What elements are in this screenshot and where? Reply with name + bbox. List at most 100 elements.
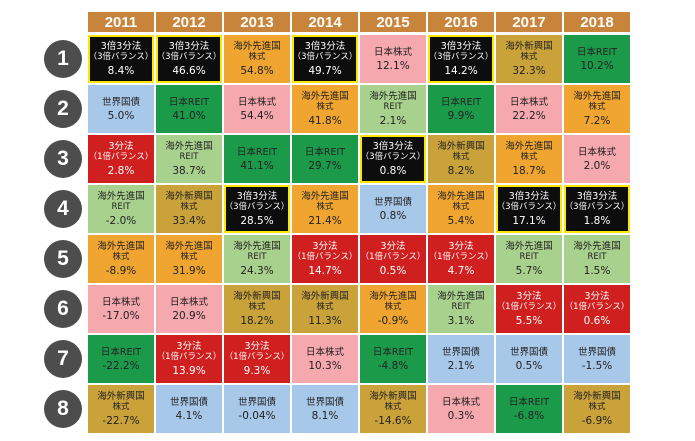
asset-name: 海外先進国	[97, 241, 145, 252]
asset-name: 3分法	[380, 241, 406, 252]
asset-name: 日本REIT	[100, 346, 142, 358]
asset-name: 3分法	[244, 341, 270, 352]
asset-name: 3倍3分法	[576, 191, 618, 202]
return-value: 2.8%	[107, 165, 135, 177]
table-cell: 海外先進国 株式 -8.9%	[88, 235, 154, 283]
return-value: -2.0%	[105, 215, 137, 227]
table-cell: 海外新興国 株式 -14.6%	[360, 385, 426, 433]
asset-name: （3倍バランス）	[496, 202, 562, 212]
table-cell: 日本株式 10.3%	[292, 335, 358, 383]
asset-name: 株式	[248, 302, 266, 312]
return-value: 5.5%	[515, 315, 543, 327]
rank-badge-3: 3	[44, 140, 82, 178]
asset-name: 海外新興国	[505, 41, 553, 52]
return-value: -8.9%	[105, 265, 137, 277]
year-header-2016: 2016	[428, 12, 494, 32]
asset-name: 海外先進国	[301, 191, 349, 202]
table-cell: 日本REIT -4.8%	[360, 335, 426, 383]
asset-name: （1倍バランス）	[496, 302, 562, 312]
asset-name: （1倍バランス）	[156, 352, 222, 362]
asset-name: 3分法	[584, 291, 610, 302]
return-value: 17.1%	[512, 215, 546, 227]
table-cell: 世界国債 4.1%	[156, 385, 222, 433]
table-cell: 海外新興国 株式 -6.9%	[564, 385, 630, 433]
return-value: -22.2%	[102, 359, 140, 372]
table-cell: 世界国債 0.8%	[360, 185, 426, 233]
table-cell: 海外先進国 株式 31.9%	[156, 235, 222, 283]
return-value: 14.2%	[444, 65, 478, 77]
asset-name: 海外先進国	[573, 91, 621, 102]
table-cell: 3倍3分法 （3倍バランス） 17.1%	[496, 185, 562, 233]
table-cell: 日本株式 22.2%	[496, 85, 562, 133]
asset-name: 海外先進国	[505, 141, 553, 152]
asset-name: （1倍バランス）	[564, 302, 630, 312]
asset-name: 3倍3分法	[372, 141, 414, 152]
rank-badge-1: 1	[44, 40, 82, 78]
table-cell: 海外新興国 株式 8.2%	[428, 135, 494, 183]
asset-name: REIT	[383, 102, 403, 112]
return-value: 33.4%	[172, 215, 206, 227]
return-value: 8.4%	[107, 65, 135, 77]
return-value: 9.3%	[243, 365, 271, 377]
return-value: 4.1%	[175, 409, 203, 422]
asset-name: 株式	[316, 102, 334, 112]
table-cell: 3分法 （1倍バランス） 13.9%	[156, 335, 222, 383]
return-value: -6.8%	[513, 409, 545, 422]
table-cell: 3倍3分法 （3倍バランス） 8.4%	[88, 35, 154, 83]
return-value: 32.3%	[512, 65, 546, 77]
asset-name: 3倍3分法	[100, 41, 142, 52]
return-value: 3.1%	[447, 315, 475, 327]
table-cell: 3分法 （1倍バランス） 2.8%	[88, 135, 154, 183]
year-header-2015: 2015	[360, 12, 426, 32]
asset-name: REIT	[451, 302, 471, 312]
asset-name: 3倍3分法	[304, 41, 346, 52]
asset-name: 海外先進国	[573, 241, 621, 252]
return-value: 1.8%	[583, 215, 611, 227]
table-cell: 3分法 （1倍バランス） 14.7%	[292, 235, 358, 283]
asset-name: REIT	[111, 202, 131, 212]
asset-name: 日本株式	[237, 96, 276, 108]
return-value: -4.8%	[377, 359, 409, 372]
asset-name: 日本株式	[441, 396, 480, 408]
table-cell: 日本REIT 10.2%	[564, 35, 630, 83]
asset-name: 世界国債	[441, 346, 480, 358]
asset-name: 株式	[248, 52, 266, 62]
table-cell: 3分法 （1倍バランス） 0.6%	[564, 285, 630, 333]
asset-name: 3倍3分法	[168, 41, 210, 52]
rank-badge-5: 5	[44, 240, 82, 278]
return-value: 28.5%	[240, 215, 274, 227]
asset-name: （3倍バランス）	[224, 202, 290, 212]
return-value: -0.9%	[377, 315, 409, 327]
asset-name: 3倍3分法	[508, 191, 550, 202]
table-cell: 3倍3分法 （3倍バランス） 49.7%	[292, 35, 358, 83]
asset-name: 海外先進国	[301, 91, 349, 102]
table-cell: 日本REIT 9.9%	[428, 85, 494, 133]
return-value: 7.2%	[583, 115, 611, 127]
asset-name: 海外先進国	[233, 241, 281, 252]
table-cell: 日本株式 54.4%	[224, 85, 290, 133]
return-value: -17.0%	[102, 309, 140, 322]
asset-name: 3分法	[312, 241, 338, 252]
table-cell: 日本株式 2.0%	[564, 135, 630, 183]
asset-name: 3分法	[108, 141, 134, 152]
table-cell: 日本REIT 41.0%	[156, 85, 222, 133]
asset-name: REIT	[247, 252, 267, 262]
return-value: 0.5%	[379, 265, 407, 277]
asset-name: 日本REIT	[168, 96, 210, 108]
table-cell: 3倍3分法 （3倍バランス） 46.6%	[156, 35, 222, 83]
rank-badge-8: 8	[44, 390, 82, 428]
return-value: 29.7%	[308, 159, 342, 172]
asset-name: 海外先進国	[233, 41, 281, 52]
asset-name: （3倍バランス）	[88, 52, 154, 62]
return-value: 11.3%	[308, 315, 342, 327]
return-value: 41.1%	[240, 159, 274, 172]
asset-name: 日本株式	[169, 296, 208, 308]
return-value: 13.9%	[172, 365, 206, 377]
return-value: 0.3%	[447, 409, 475, 422]
asset-name: 世界国債	[509, 346, 548, 358]
asset-name: 日本株式	[509, 96, 548, 108]
asset-name: 株式	[112, 402, 130, 412]
asset-name: （1倍バランス）	[360, 252, 426, 262]
asset-name: 株式	[316, 302, 334, 312]
return-value: 18.2%	[240, 315, 274, 327]
